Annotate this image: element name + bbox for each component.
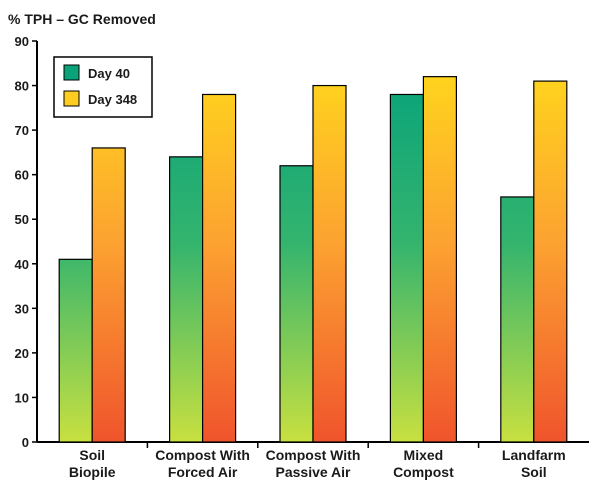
y-tick-label: 90 [15, 34, 29, 49]
bar-day-40-4 [500, 196, 535, 443]
legend-label: Day 40 [88, 66, 130, 81]
bar-day-40-0 [58, 258, 93, 443]
y-tick-labels: 0 10 20 30 40 50 60 70 80 90 [15, 34, 37, 450]
legend-swatch-day-40 [63, 64, 80, 81]
legend-swatch-day-348 [63, 90, 80, 107]
bar-day-40-1 [169, 156, 204, 443]
x-category-label: Forced Air [168, 464, 238, 480]
y-tick-label: 70 [15, 123, 29, 138]
x-category-label: Passive Air [276, 464, 352, 480]
y-axis-title: % TPH – GC Removed [8, 11, 156, 27]
x-category-label: Soil [521, 464, 547, 480]
bar-day-40-3 [389, 93, 424, 443]
x-category-label: Compost [393, 464, 454, 480]
x-category-label: Compost With [266, 447, 361, 463]
y-tick-label: 0 [22, 435, 29, 450]
legend: Day 40 Day 348 [53, 56, 153, 118]
y-tick-label: 80 [15, 79, 29, 94]
bar-day-348-1 [202, 93, 237, 443]
y-tick-label: 60 [15, 168, 29, 183]
x-category-label: Biopile [69, 464, 116, 480]
legend-label: Day 348 [88, 92, 137, 107]
y-tick-label: 40 [15, 257, 29, 272]
bars [58, 76, 568, 443]
y-tick-label: 50 [15, 212, 29, 227]
x-category-label: Compost With [155, 447, 250, 463]
bar-day-348-3 [422, 76, 457, 443]
y-tick-label: 10 [15, 390, 29, 405]
x-category-label: Soil [79, 447, 105, 463]
bar-day-40-2 [279, 165, 314, 443]
y-tick-label: 20 [15, 346, 29, 361]
x-category-label: Landfarm [502, 447, 566, 463]
x-category-label: Mixed [404, 447, 444, 463]
bar-day-348-4 [533, 80, 568, 443]
bar-day-348-2 [312, 84, 347, 443]
y-tick-label: 30 [15, 301, 29, 316]
bar-day-348-0 [91, 147, 126, 443]
